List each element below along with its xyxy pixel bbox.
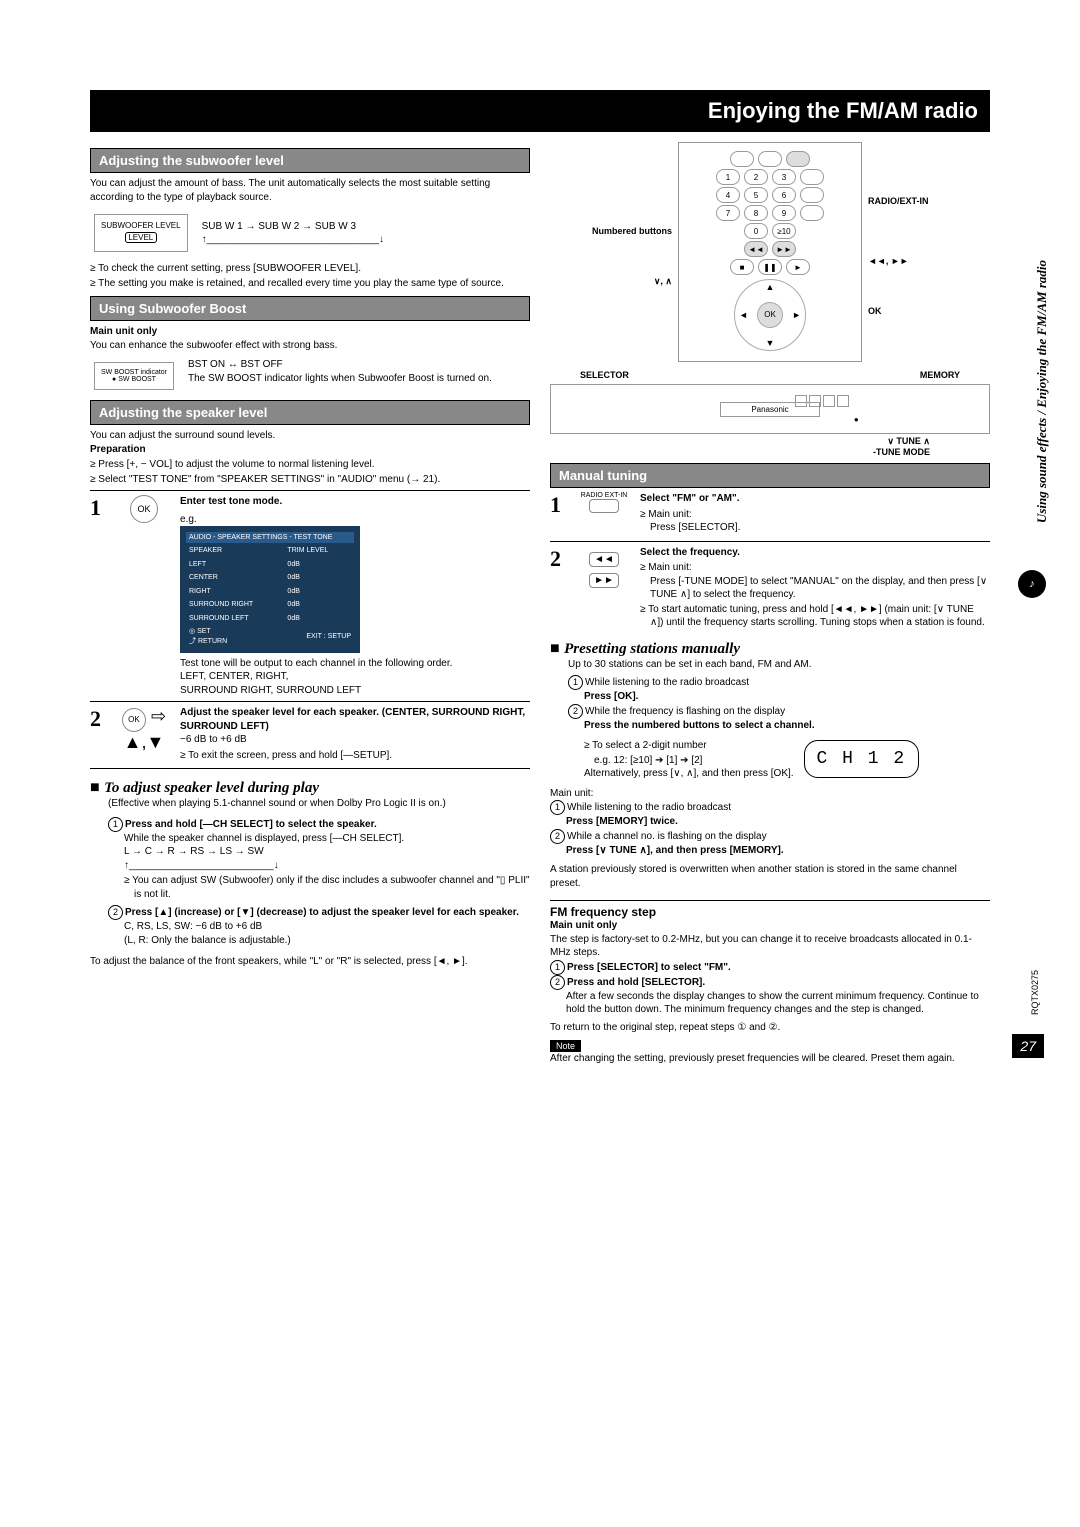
preset-mu-hdr: Main unit: bbox=[550, 787, 990, 801]
s1-intro: You can adjust the amount of bass. The u… bbox=[90, 177, 530, 204]
fm-a2txt: After a few seconds the display changes … bbox=[550, 990, 990, 1017]
channel-display: C H 1 2 bbox=[804, 740, 920, 778]
step-2-num: 2 bbox=[90, 706, 108, 732]
s1-note-2: The setting you make is retained, and re… bbox=[90, 277, 530, 291]
boost-note: The SW BOOST indicator lights when Subwo… bbox=[188, 372, 530, 386]
left-column: Adjusting the subwoofer level You can ad… bbox=[90, 142, 530, 1066]
mt-step1-hdr: Select "FM" or "AM". bbox=[640, 492, 990, 506]
s3-intro: You can adjust the surround sound levels… bbox=[90, 429, 530, 443]
mt-step1-num: 1 bbox=[550, 492, 568, 518]
remote-diagram: 123 456 789 0≥10 ◄◄►► ■❚❚► OK ▲ ▼ ◄ ► bbox=[678, 142, 862, 362]
step2-range: −6 dB to +6 dB bbox=[180, 733, 530, 747]
boost-sequence: BST ON ↔ BST OFF bbox=[188, 358, 530, 372]
ok-icon: OK bbox=[114, 495, 174, 523]
step2-exit: To exit the screen, press and hold [—SET… bbox=[180, 749, 530, 763]
subwoofer-level-icon: SUBWOOFER LEVEL LEVEL bbox=[94, 214, 188, 252]
sidebar-text: Using sound effects / Enjoying the FM/AM… bbox=[1034, 260, 1050, 523]
a1seq: L → C → R → RS → LS → SW bbox=[124, 845, 530, 859]
front-panel-diagram: Panasonic ● bbox=[550, 384, 990, 434]
lbl-updown: ∨, ∧ bbox=[550, 276, 672, 287]
s3-prep-hdr: Preparation bbox=[90, 443, 530, 457]
preset-digitex: e.g. 12: [≥10] ➔ [1] ➔ [2] bbox=[584, 754, 794, 768]
step-1-num: 1 bbox=[90, 495, 108, 521]
section-subwoofer-level: Adjusting the subwoofer level bbox=[90, 148, 530, 173]
a1note: You can adjust SW (Subwoofer) only if th… bbox=[124, 874, 530, 901]
lbl-ok: OK bbox=[868, 306, 990, 316]
lbl-memory: MEMORY bbox=[920, 370, 960, 380]
fm-a1: Press [SELECTOR] to select "FM". bbox=[567, 962, 731, 973]
lbl-numbered: Numbered buttons bbox=[550, 226, 672, 236]
preset-digit: To select a 2-digit number bbox=[584, 739, 794, 753]
note-label: Note bbox=[550, 1040, 581, 1052]
lbl-radio: RADIO/EXT-IN bbox=[868, 196, 990, 206]
music-note-icon: ♪ bbox=[1018, 570, 1046, 598]
section-speaker-level: Adjusting the speaker level bbox=[90, 400, 530, 425]
balance-note: To adjust the balance of the front speak… bbox=[90, 955, 530, 969]
right-column: Numbered buttons ∨, ∧ 123 456 789 0≥10 ◄… bbox=[550, 142, 990, 1066]
fm-mainunit: Main unit only bbox=[550, 919, 990, 933]
step1-hdr: Enter test tone mode. bbox=[180, 495, 530, 509]
s2-intro: You can enhance the subwoofer effect wit… bbox=[90, 339, 530, 353]
step2-hdr: Adjust the speaker level for each speake… bbox=[180, 706, 530, 733]
rew-ff-icon: ◄◄ ►► bbox=[574, 546, 634, 588]
fm-note: After changing the setting, previously p… bbox=[550, 1052, 990, 1066]
test-tone-menu: AUDIO - SPEAKER SETTINGS - TEST TONE SPE… bbox=[180, 526, 360, 653]
lbl-tunemode: -TUNE MODE bbox=[873, 447, 930, 457]
preset-title: Presetting stations manually bbox=[564, 641, 740, 657]
preset-mu1b: Press [MEMORY] twice. bbox=[550, 816, 678, 827]
radio-ext-in-icon: RADIO EXT-IN bbox=[574, 492, 634, 513]
a1: Press and hold [—CH SELECT] to select th… bbox=[125, 819, 377, 830]
lbl-selector: SELECTOR bbox=[580, 370, 629, 380]
preset-p1b: Press [OK]. bbox=[568, 691, 638, 702]
a1b: While the speaker channel is displayed, … bbox=[124, 832, 530, 846]
s1-note-1: To check the current setting, press [SUB… bbox=[90, 262, 530, 276]
prep-1: Press [+, − VOL] to adjust the volume to… bbox=[90, 458, 530, 472]
subwoofer-sequence: SUB W 1 → SUB W 2 → SUB W 3 bbox=[202, 220, 530, 234]
mt-step2-auto: To start automatic tuning, press and hol… bbox=[640, 603, 990, 630]
preset-overwrite: A station previously stored is overwritt… bbox=[550, 863, 990, 890]
preset-intro: Up to 30 stations can be set in each ban… bbox=[568, 658, 990, 672]
preset-p2b: Press the numbered buttons to select a c… bbox=[568, 720, 815, 731]
s2-mainunit: Main unit only bbox=[90, 325, 530, 339]
sw-boost-icon: SW BOOST indicator ● SW BOOST bbox=[94, 362, 174, 390]
fm-step-title: FM frequency step bbox=[550, 905, 990, 919]
page-header: Enjoying the FM/AM radio bbox=[90, 90, 990, 132]
adjust-during-play-title: To adjust speaker level during play bbox=[104, 780, 319, 796]
section-manual-tuning: Manual tuning bbox=[550, 463, 990, 488]
a2note: (L, R: Only the balance is adjustable.) bbox=[124, 934, 530, 948]
doc-number: RQTX0275 bbox=[1030, 970, 1040, 1015]
step1-note: Test tone will be output to each channel… bbox=[180, 657, 530, 698]
section-subwoofer-boost: Using Subwoofer Boost bbox=[90, 296, 530, 321]
lbl-rewff: ◄◄, ►► bbox=[868, 256, 990, 266]
mt-step2-num: 2 bbox=[550, 546, 568, 572]
a2: Press [▲] (increase) or [▼] (decrease) t… bbox=[125, 907, 519, 918]
mt-step2-hdr: Select the frequency. bbox=[640, 546, 990, 560]
fm-a2: Press and hold [SELECTOR]. bbox=[567, 977, 705, 988]
fm-return: To return to the original step, repeat s… bbox=[550, 1021, 990, 1035]
lbl-tune: ∨ TUNE ∧ bbox=[887, 436, 930, 446]
fm-intro: The step is factory-set to 0.2-MHz, but … bbox=[550, 933, 990, 960]
page-number: 27 bbox=[1012, 1034, 1044, 1058]
a2range: C, RS, LS, SW: −6 dB to +6 dB bbox=[124, 920, 530, 934]
sub-intro: (Effective when playing 5.1-channel soun… bbox=[108, 797, 530, 811]
ok-arrows-icon: OK ⇨ ▲,▼ bbox=[114, 706, 174, 753]
preset-alt: Alternatively, press [∨, ∧], and then pr… bbox=[584, 767, 794, 781]
preset-mu2b: Press [∨ TUNE ∧], and then press [MEMORY… bbox=[550, 845, 784, 856]
prep-2: Select "TEST TONE" from "SPEAKER SETTING… bbox=[90, 473, 530, 487]
